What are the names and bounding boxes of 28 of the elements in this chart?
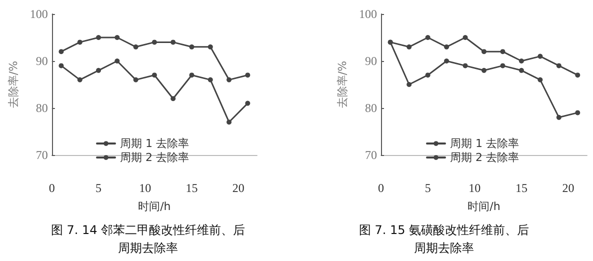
legend-label: 周期 1 去除率 [450,137,519,150]
x-tick-label: 5 [96,181,102,195]
y-tick-label: 100 [359,7,377,21]
y-tick-label: 70 [365,148,377,162]
x-tick-label: 15 [515,181,528,195]
y-tick-label: 90 [365,54,377,68]
x-tick-label: 10 [468,181,481,195]
x-tick-label: 20 [232,181,244,195]
x-tick-label: 5 [424,181,431,195]
x-tick-label: 0 [48,181,55,195]
y-tick-label: 80 [36,101,48,115]
x-tick-label: 20 [562,181,574,195]
y-axis-title: 去除率/% [7,60,20,108]
x-axis-title: 时间/h [138,200,171,213]
text: 图 7. 15 氨磺酸改性纤维前、后周期去除率 [358,223,530,255]
x-axis-title: 时间/h [468,200,500,213]
y-tick-label: 100 [30,7,48,21]
y-axis-title: 去除率/% [336,60,350,108]
legend-label: 周期 1 去除率 [120,137,189,150]
y-tick-label: 90 [36,54,48,68]
text: 图 7. 14 邻苯二甲酸改性纤维前、后周期去除率 [50,223,246,255]
legend-label: 周期 2 去除率 [450,151,519,164]
legend-label: 周期 2 去除率 [120,151,189,164]
x-tick-label: 10 [139,181,152,195]
x-tick-label: 0 [378,181,384,195]
y-tick-label: 70 [36,148,48,162]
y-tick-label: 80 [365,101,377,115]
x-tick-label: 15 [186,181,198,195]
